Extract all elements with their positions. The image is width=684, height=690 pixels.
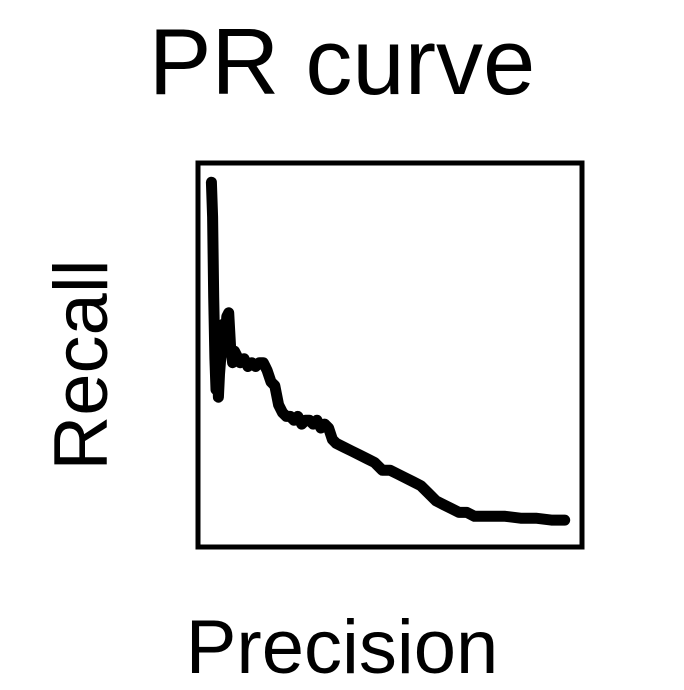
- pr-curve-line-0: [205, 176, 571, 526]
- x-axis-label: Precision: [185, 605, 499, 690]
- series-layer: [205, 176, 571, 526]
- plot-area-frame: [195, 160, 585, 550]
- chart-title: PR curve: [148, 9, 536, 114]
